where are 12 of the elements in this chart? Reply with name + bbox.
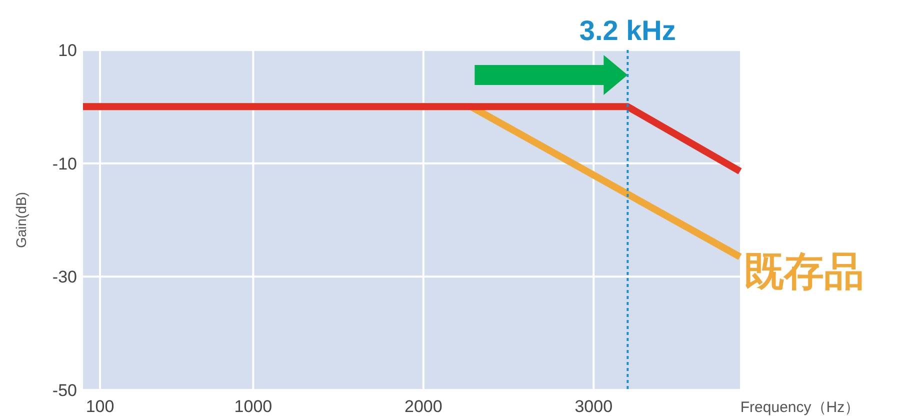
x-tick-label: 3000 [574,397,613,416]
x-tick-label: 1000 [234,397,272,416]
ref-line-label: 3.2 kHz [579,15,676,46]
series-label: 既存品 [744,250,864,294]
x-tick-label: 2000 [404,397,442,416]
y-tick-label: -10 [52,154,77,174]
y-axis-title: Gain(dB) [13,192,29,248]
y-tick-label: -50 [52,381,77,400]
y-tick-label: 10 [58,41,77,60]
x-axis-title: Frequency（Hz） [740,399,860,416]
y-tick-label: -30 [52,268,77,287]
x-tick-label: 100 [86,397,114,416]
